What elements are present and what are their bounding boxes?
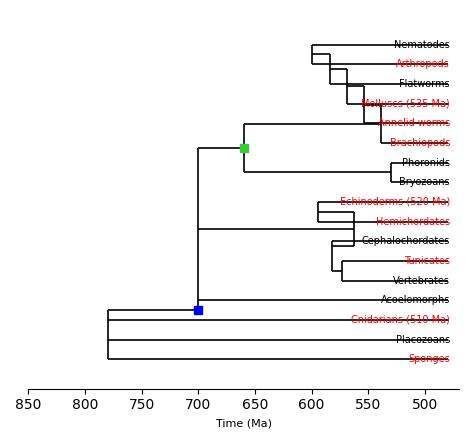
Text: Sponges: Sponges bbox=[408, 354, 450, 364]
Text: Brachiopods: Brachiopods bbox=[390, 138, 450, 148]
Text: Cnidarians (510 Ma): Cnidarians (510 Ma) bbox=[351, 315, 450, 325]
Text: Hemichordates: Hemichordates bbox=[376, 217, 450, 226]
Text: Cephalochordates: Cephalochordates bbox=[362, 236, 450, 246]
Text: Bryozoans: Bryozoans bbox=[399, 177, 450, 187]
Text: Phoronids: Phoronids bbox=[402, 158, 450, 167]
Text: Vertebrates: Vertebrates bbox=[393, 276, 450, 286]
Text: Molluscs (535 Ma): Molluscs (535 Ma) bbox=[361, 98, 450, 109]
Text: Flatworms: Flatworms bbox=[399, 79, 450, 89]
Text: Tunicates: Tunicates bbox=[404, 256, 450, 266]
Text: Acoelomorphs: Acoelomorphs bbox=[381, 295, 450, 305]
X-axis label: Time (Ma): Time (Ma) bbox=[216, 418, 272, 428]
Text: Arthropods: Arthropods bbox=[396, 59, 450, 69]
Text: Annelid worms: Annelid worms bbox=[378, 118, 450, 128]
Text: Placozoans: Placozoans bbox=[396, 334, 450, 345]
Text: Echinoderms (520 Ma): Echinoderms (520 Ma) bbox=[340, 197, 450, 207]
Text: Nematodes: Nematodes bbox=[394, 39, 450, 50]
